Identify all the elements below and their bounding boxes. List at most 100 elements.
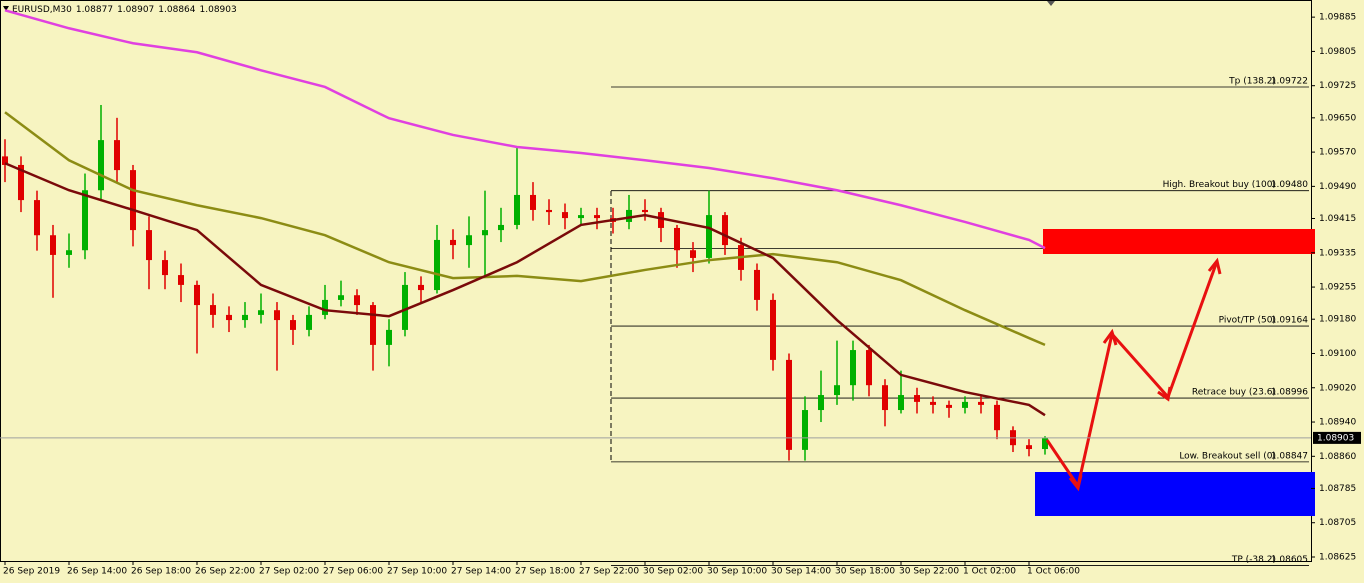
y-tick-label: 1.09725: [1319, 81, 1356, 91]
arrow-head: [1207, 257, 1222, 275]
candle-body: [722, 215, 728, 246]
candle-body: [546, 209, 552, 213]
candle-body: [418, 284, 424, 291]
symbol: EURUSD,M30: [12, 5, 72, 15]
candle-body: [834, 385, 840, 396]
moving-average: [4, 9, 1046, 250]
candle-body: [322, 299, 328, 315]
fib-level-label: TP (-38.2): [1231, 555, 1276, 565]
sell-zone: [1043, 229, 1315, 254]
y-tick-label: 1.08940: [1319, 418, 1356, 428]
candle-body: [210, 305, 216, 315]
candle-body: [946, 404, 952, 408]
candle-body: [770, 299, 776, 360]
arrow-head: [1157, 386, 1172, 402]
x-tick-label: 1 Oct 06:00: [1027, 567, 1080, 577]
fib-level-price: 1.08847: [1271, 451, 1308, 461]
x-tick-label: 30 Sep 22:00: [899, 567, 959, 577]
candle-body: [626, 209, 632, 222]
x-tick-label: 27 Sep 18:00: [515, 567, 575, 577]
candle-body: [786, 359, 792, 450]
low-price: 1.08864: [158, 5, 195, 15]
y-tick-label: 1.08625: [1319, 553, 1356, 563]
candle-body: [658, 212, 664, 228]
fib-level-price: 1.09722: [1271, 76, 1308, 86]
current-price-label: 1.08903: [1317, 433, 1354, 443]
y-tick-label: 1.08785: [1319, 484, 1356, 494]
candle-body: [594, 215, 600, 219]
fib-level-label: High. Breakout buy (100): [1163, 180, 1276, 190]
fib-level-price: 1.09480: [1271, 180, 1308, 190]
candle-body: [226, 314, 232, 321]
candle-body: [1042, 437, 1048, 450]
x-tick-label: 27 Sep 22:00: [579, 567, 639, 577]
open-price: 1.08877: [76, 5, 113, 15]
x-tick-label: 27 Sep 02:00: [259, 567, 319, 577]
candle-body: [274, 310, 280, 321]
header-arrow: [3, 6, 9, 11]
x-tick-label: 26 Sep 2019: [3, 567, 60, 577]
candle-body: [578, 215, 584, 219]
fib-level-label: Tp (138.2): [1228, 76, 1276, 86]
candle-body: [754, 269, 760, 300]
candle-body: [114, 140, 120, 171]
candle-body: [386, 329, 392, 345]
candle-body: [898, 395, 904, 411]
fib-level-label: Low. Breakout sell (0): [1179, 451, 1276, 461]
x-tick-label: 26 Sep 14:00: [67, 567, 127, 577]
candle-body: [402, 284, 408, 330]
y-tick-label: 1.09335: [1319, 248, 1356, 258]
candle-body: [962, 401, 968, 408]
current-price-tag: [1313, 431, 1361, 444]
candle-body: [194, 284, 200, 306]
candle-body: [1026, 445, 1032, 450]
moving-average: [4, 111, 1046, 347]
candle-body: [290, 320, 296, 330]
candle-body: [338, 295, 344, 300]
candle-body: [802, 410, 808, 450]
shift-marker: [1047, 1, 1055, 6]
y-tick-label: 1.09100: [1319, 349, 1356, 359]
candle-body: [466, 235, 472, 246]
y-tick-label: 1.09020: [1319, 383, 1356, 393]
x-tick-label: 26 Sep 18:00: [131, 567, 191, 577]
candle-body: [82, 190, 88, 251]
y-tick-label: 1.09180: [1319, 315, 1356, 325]
x-tick-label: 27 Sep 10:00: [387, 567, 447, 577]
candle-body: [914, 395, 920, 402]
candle-body: [18, 164, 24, 201]
y-tick-label: 1.08860: [1319, 452, 1356, 462]
plot-frame: [0, 0, 1312, 562]
candle-body: [690, 250, 696, 258]
candle-body: [866, 350, 872, 386]
candle-body: [98, 140, 104, 191]
x-tick-label: 27 Sep 06:00: [323, 567, 383, 577]
candle-body: [882, 385, 888, 411]
x-tick-label: 1 Oct 02:00: [963, 567, 1016, 577]
candle-body: [850, 350, 856, 386]
y-tick-label: 1.09490: [1319, 182, 1356, 192]
candle-body: [482, 230, 488, 236]
y-tick-label: 1.09415: [1319, 214, 1356, 224]
x-tick-label: 27 Sep 14:00: [451, 567, 511, 577]
candle-body: [434, 239, 440, 291]
x-tick-label: 30 Sep 18:00: [835, 567, 895, 577]
candle-body: [530, 194, 536, 210]
y-tick-label: 1.09570: [1319, 148, 1356, 158]
header: EURUSD,M30 1.08877 1.08907 1.08864 1.08903: [12, 5, 237, 15]
candle-body: [162, 260, 168, 276]
candle-body: [642, 209, 648, 213]
fib-level-price: 1.09164: [1271, 316, 1308, 326]
candle-body: [818, 395, 824, 411]
x-tick-label: 30 Sep 02:00: [643, 567, 703, 577]
candle-body: [2, 156, 8, 165]
forecast-arrows: [1045, 257, 1222, 492]
fib-level-label: Retrace buy (23.6): [1192, 388, 1276, 398]
candle-body: [514, 194, 520, 225]
x-tick-label: 26 Sep 22:00: [195, 567, 255, 577]
fib-level-price: 1.08605: [1271, 555, 1308, 565]
buy-zone: [1035, 472, 1315, 516]
fib-level-label: Pivot/TP (50): [1219, 316, 1276, 326]
y-tick-label: 1.09885: [1319, 13, 1356, 23]
